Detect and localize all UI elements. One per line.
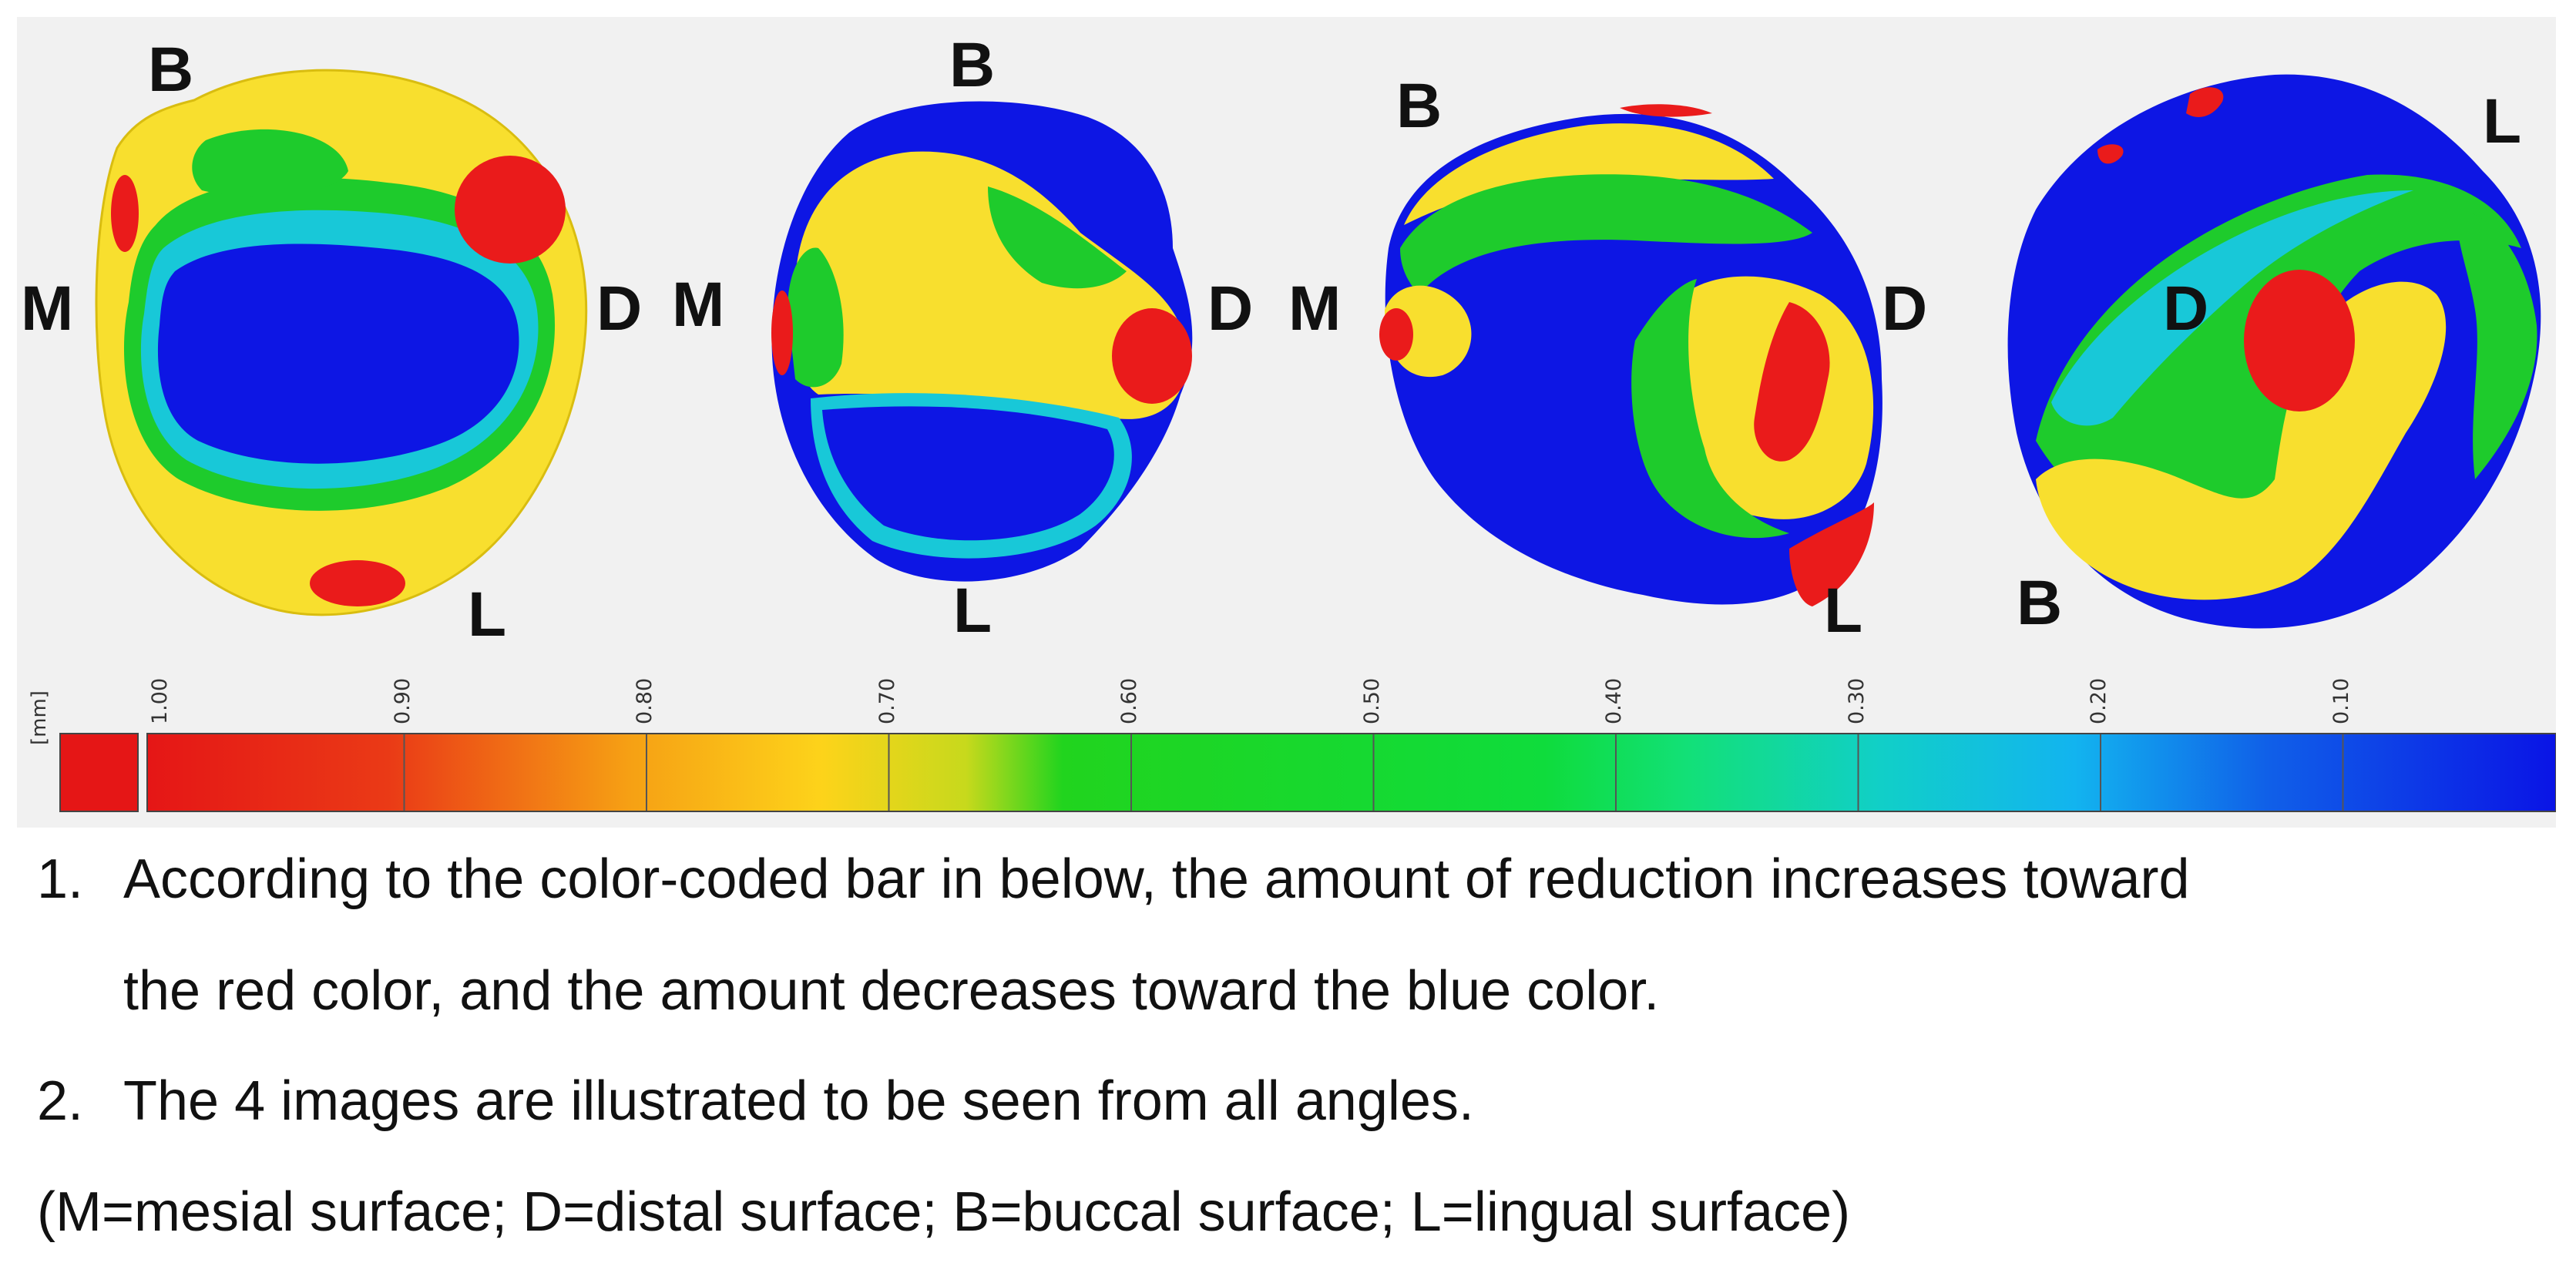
scale-tick-label: 0.40 xyxy=(1602,677,1626,724)
figure-panel: B M D L B M D L B M D L L D B [mm] xyxy=(17,17,2556,828)
tooth-3-green-band xyxy=(1400,174,1812,294)
view-1-distal-label: D xyxy=(596,274,643,344)
tooth-2-red-spot-mesial xyxy=(771,291,793,375)
scale-tick-label: 0.50 xyxy=(1359,677,1384,724)
tooth-3-red-mesial xyxy=(1379,308,1413,361)
tooth-4-red-top-2 xyxy=(2097,144,2124,164)
view-3-mesial-label: M xyxy=(1288,274,1342,344)
view-1-buccal-label: B xyxy=(148,35,194,105)
view-1-lingual-label: L xyxy=(468,579,507,650)
scale-tick-label: 0.70 xyxy=(875,677,899,724)
tooth-2-blue-region xyxy=(822,406,1114,541)
view-4-buccal-label: B xyxy=(2017,568,2063,638)
view-3-distal-label: D xyxy=(1882,274,1928,344)
view-2-lingual-label: L xyxy=(953,576,992,646)
tooth-2-green-ring xyxy=(788,247,844,388)
tooth-views xyxy=(95,69,2541,629)
caption-item-2: 2. The 4 images are illustrated to be see… xyxy=(37,1073,1474,1129)
tooth-4-red-top-1 xyxy=(2186,87,2224,117)
tooth-3-red-top xyxy=(1620,104,1712,117)
tooth-1-green-top xyxy=(192,129,348,196)
tooth-1-blue-region xyxy=(157,244,519,464)
tooth-1-red-spot-lingual xyxy=(310,560,405,606)
caption-item-1-number: 1. xyxy=(37,848,84,910)
tooth-3-yellow-rim xyxy=(1404,123,1774,225)
tooth-4-red-spot xyxy=(2244,270,2355,411)
tooth-view-2 xyxy=(771,101,1193,582)
scale-overflow-swatch xyxy=(59,733,139,812)
scale-tick-label: 0.30 xyxy=(1844,677,1869,724)
scale-gradient xyxy=(146,733,2556,812)
tooth-1-red-spot-mesial xyxy=(111,175,139,252)
tooth-4-green-distal xyxy=(2457,210,2537,479)
caption-legend: (M=mesial surface; D=distal surface; B=b… xyxy=(37,1181,1851,1243)
tooth-view-1 xyxy=(95,69,588,616)
caption-item-1-text: According to the color-coded bar in belo… xyxy=(123,848,2190,910)
caption-item-1-line-1: 1. According to the color-coded bar in be… xyxy=(37,851,2190,907)
scale-tick-label: 1.00 xyxy=(148,677,172,724)
view-3-buccal-label: B xyxy=(1396,71,1442,141)
tooth-1-red-spot-distal xyxy=(455,156,566,264)
caption-item-1-line-2: the red color, and the amount decreases … xyxy=(123,960,1660,1022)
view-2-distal-label: D xyxy=(1207,274,1254,344)
tooth-view-3 xyxy=(1379,104,1882,606)
view-2-mesial-label: M xyxy=(672,270,725,340)
scale-tick-label: 0.90 xyxy=(390,677,415,724)
scale-tick-lines xyxy=(403,734,2344,811)
view-4-lingual-label: L xyxy=(2483,86,2522,156)
view-2-buccal-label: B xyxy=(949,30,996,100)
view-1-mesial-label: M xyxy=(21,274,74,344)
scale-tick-label: 0.10 xyxy=(2329,677,2353,724)
tooth-3-green-distal xyxy=(1631,279,1789,539)
view-4-distal-label: D xyxy=(2163,274,2209,344)
scale-tick-label: 0.20 xyxy=(2087,677,2111,724)
color-scale-bar xyxy=(59,733,2556,812)
scale-tick-label: 0.60 xyxy=(1117,677,1141,724)
tooth-3-red-distal xyxy=(1754,302,1830,462)
tooth-2-green-mid xyxy=(988,186,1127,289)
caption-item-2-number: 2. xyxy=(37,1070,84,1132)
caption-item-2-text: The 4 images are illustrated to be seen … xyxy=(123,1070,1474,1132)
view-3-lingual-label: L xyxy=(1824,576,1863,646)
tooth-3-red-lingual xyxy=(1789,502,1874,606)
color-scale: [mm] xyxy=(17,657,2556,828)
tooth-4-cyan-band xyxy=(2051,190,2413,426)
tooth-2-yellow-top xyxy=(794,151,1187,419)
scale-tick-label: 0.80 xyxy=(633,677,657,724)
tooth-2-red-spot-distal xyxy=(1112,308,1192,404)
tooth-view-4 xyxy=(2007,74,2541,629)
